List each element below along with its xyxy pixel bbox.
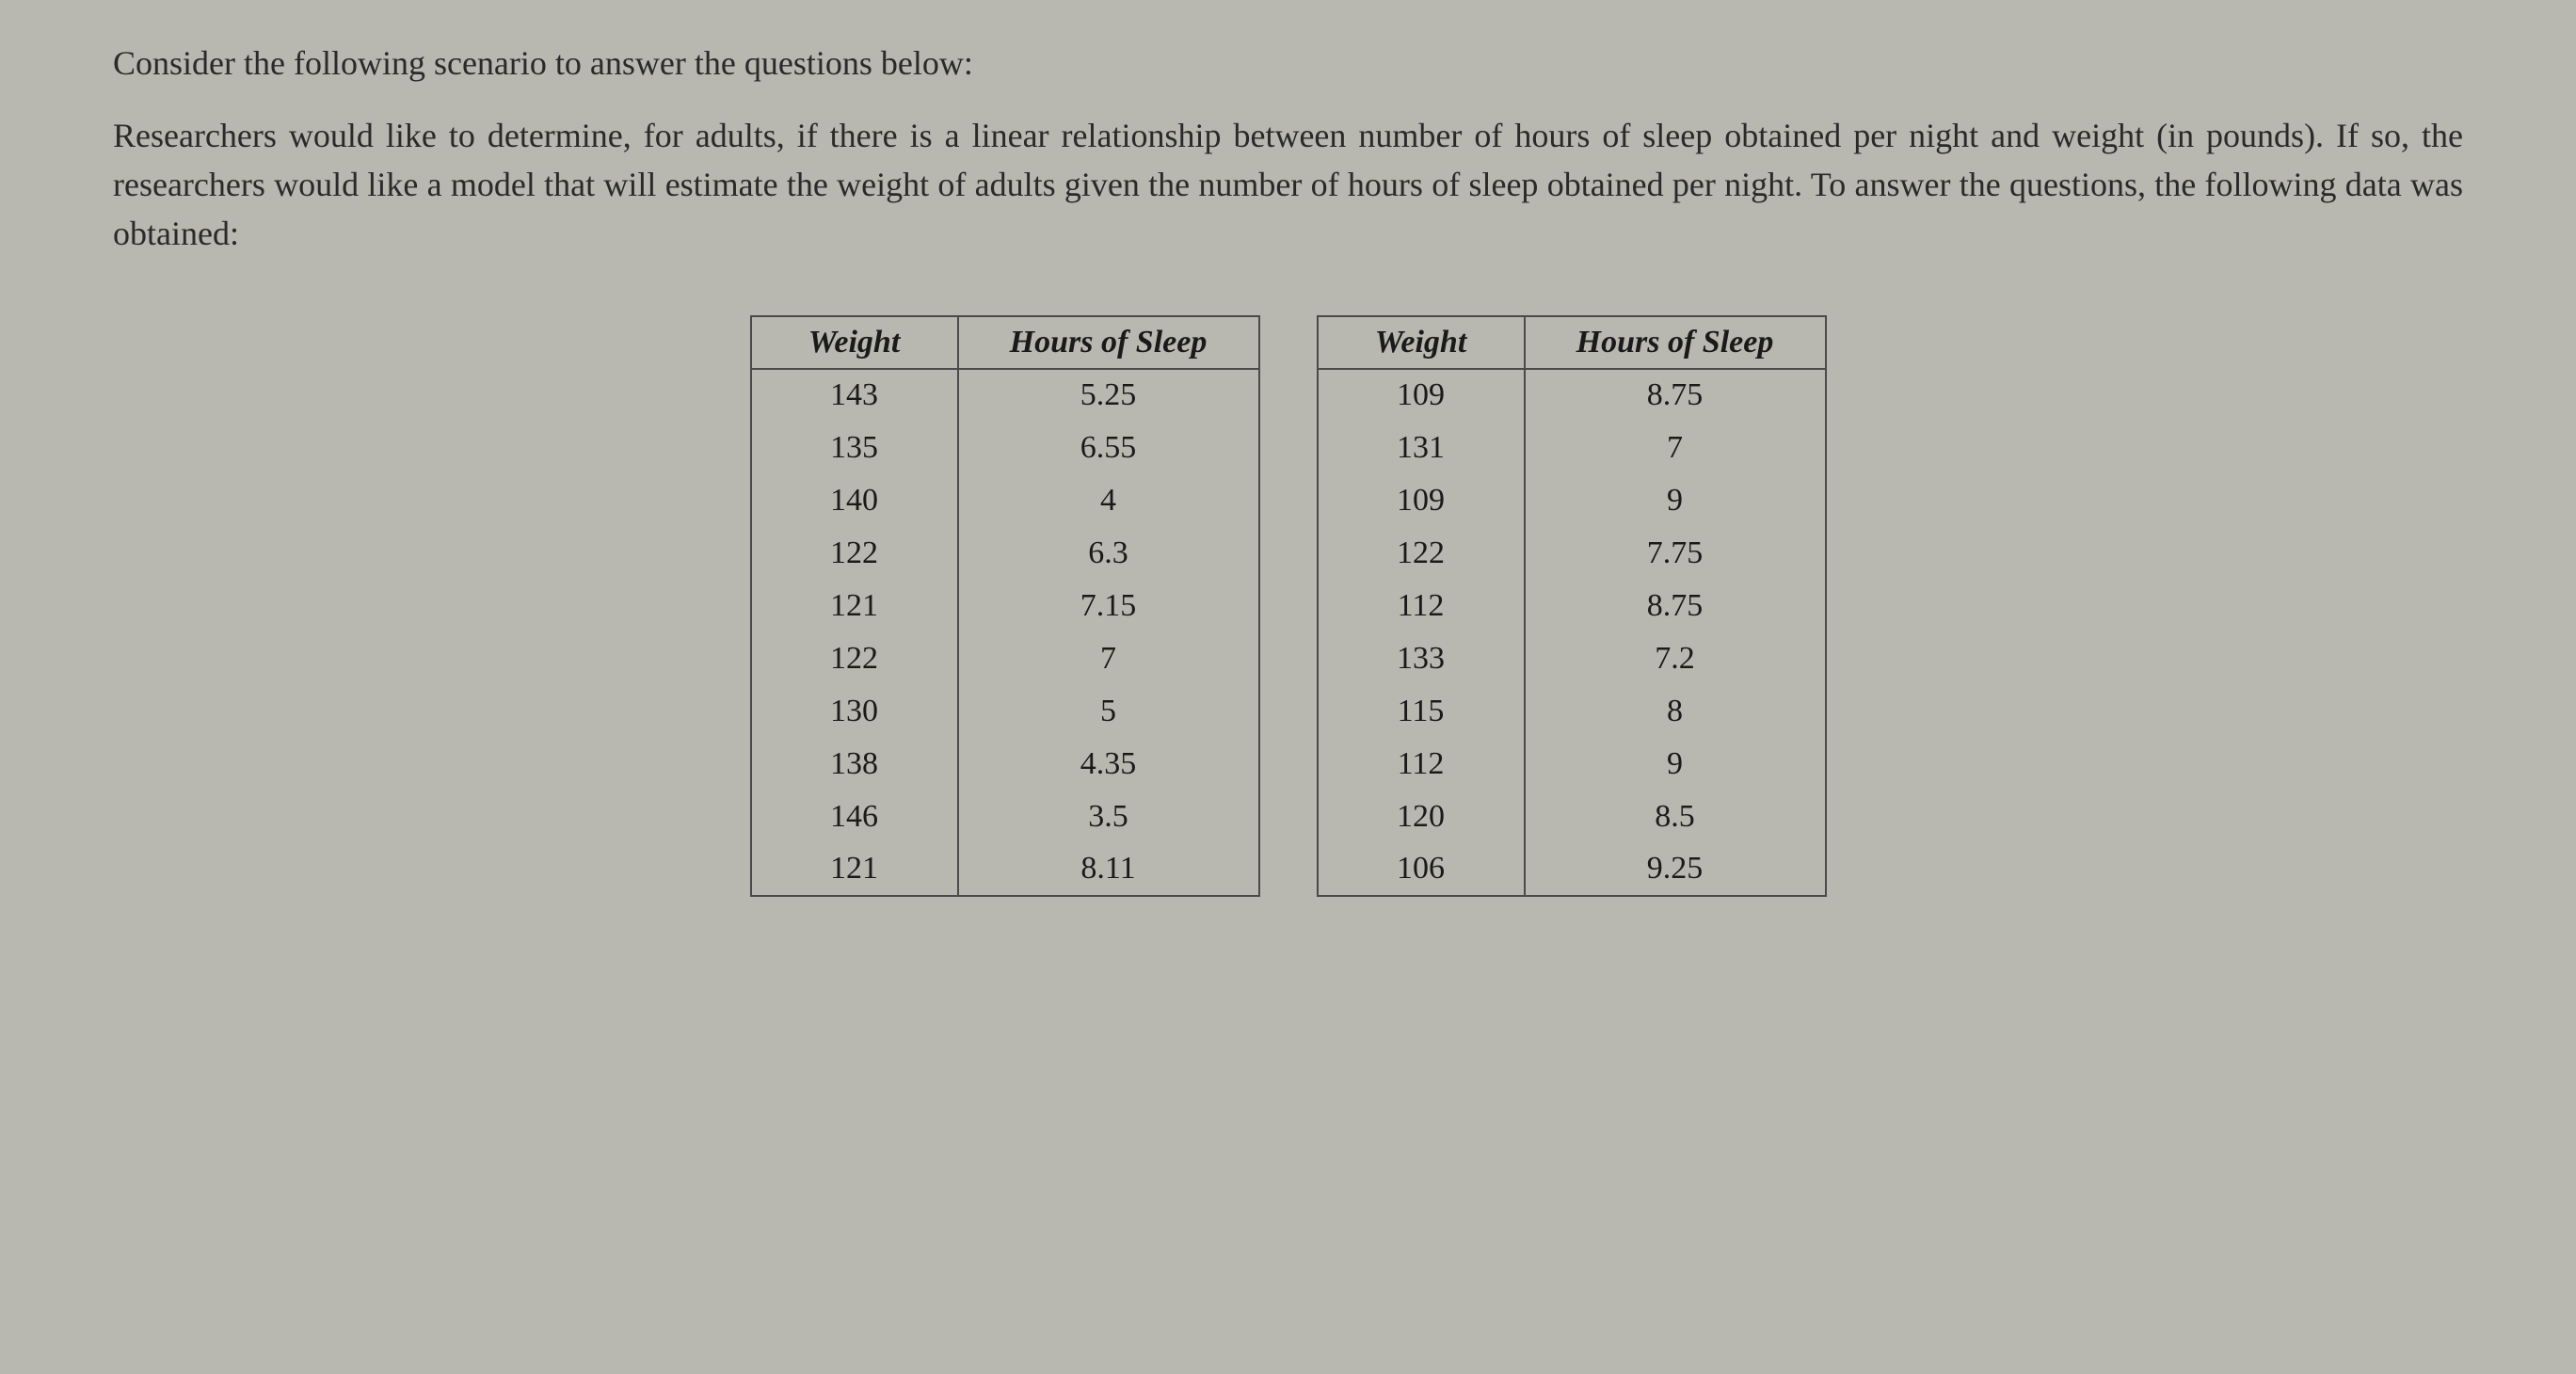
table-row: 1226.3 [751,527,1259,580]
table-row: 1128.75 [1318,580,1826,632]
cell-weight: 120 [1318,791,1525,843]
cell-hours: 9.25 [1525,843,1826,896]
table-row: 1435.25 [751,369,1259,422]
table-row: 1356.55 [751,422,1259,474]
cell-weight: 135 [751,422,958,474]
header-weight-right: Weight [1318,316,1525,369]
table-row: 1208.5 [1318,791,1826,843]
cell-weight: 112 [1318,738,1525,791]
cell-weight: 122 [751,527,958,580]
cell-weight: 115 [1318,685,1525,738]
cell-hours: 8.75 [1525,580,1826,632]
header-weight-left: Weight [751,316,958,369]
table-right-body: 1098.75131710991227.751128.751337.211581… [1318,369,1826,896]
header-hours-left: Hours of Sleep [958,316,1259,369]
cell-hours: 8.11 [958,843,1259,896]
cell-hours: 3.5 [958,791,1259,843]
cell-hours: 8.75 [1525,369,1826,422]
cell-weight: 138 [751,738,958,791]
cell-hours: 8 [1525,685,1826,738]
cell-weight: 121 [751,843,958,896]
table-row: 1158 [1318,685,1826,738]
cell-weight: 106 [1318,843,1525,896]
table-row: 1317 [1318,422,1826,474]
cell-hours: 9 [1525,738,1826,791]
cell-weight: 140 [751,474,958,527]
cell-hours: 7 [1525,422,1826,474]
cell-weight: 109 [1318,474,1525,527]
cell-hours: 7.2 [1525,632,1826,685]
table-row: 1463.5 [751,791,1259,843]
table-row: 1129 [1318,738,1826,791]
table-row: 1227 [751,632,1259,685]
cell-weight: 130 [751,685,958,738]
cell-weight: 146 [751,791,958,843]
header-hours-right: Hours of Sleep [1525,316,1826,369]
table-wrapper: Weight Hours of Sleep 1435.251356.551404… [113,315,2463,897]
cell-hours: 9 [1525,474,1826,527]
scenario-body-text: Researchers would like to determine, for… [113,111,2463,259]
table-row: 1069.25 [1318,843,1826,896]
cell-hours: 5.25 [958,369,1259,422]
table-left-body: 1435.251356.5514041226.31217.15122713051… [751,369,1259,896]
table-row: 1217.15 [751,580,1259,632]
cell-hours: 7 [958,632,1259,685]
cell-weight: 109 [1318,369,1525,422]
cell-hours: 8.5 [1525,791,1826,843]
cell-weight: 131 [1318,422,1525,474]
table-row: 1227.75 [1318,527,1826,580]
cell-weight: 143 [751,369,958,422]
table-row: 1098.75 [1318,369,1826,422]
table-row: 1404 [751,474,1259,527]
cell-hours: 4.35 [958,738,1259,791]
cell-hours: 6.55 [958,422,1259,474]
cell-hours: 4 [958,474,1259,527]
cell-weight: 121 [751,580,958,632]
table-row: 1305 [751,685,1259,738]
cell-weight: 112 [1318,580,1525,632]
scenario-intro-text: Consider the following scenario to answe… [113,38,2463,88]
table-row: 1384.35 [751,738,1259,791]
cell-weight: 122 [751,632,958,685]
cell-hours: 7.75 [1525,527,1826,580]
table-row: 1337.2 [1318,632,1826,685]
cell-hours: 5 [958,685,1259,738]
cell-hours: 7.15 [958,580,1259,632]
cell-weight: 122 [1318,527,1525,580]
table-row: 1099 [1318,474,1826,527]
cell-weight: 133 [1318,632,1525,685]
data-table-right: Weight Hours of Sleep 1098.7513171099122… [1317,315,1827,897]
data-table-left: Weight Hours of Sleep 1435.251356.551404… [750,315,1260,897]
cell-hours: 6.3 [958,527,1259,580]
table-row: 1218.11 [751,843,1259,896]
